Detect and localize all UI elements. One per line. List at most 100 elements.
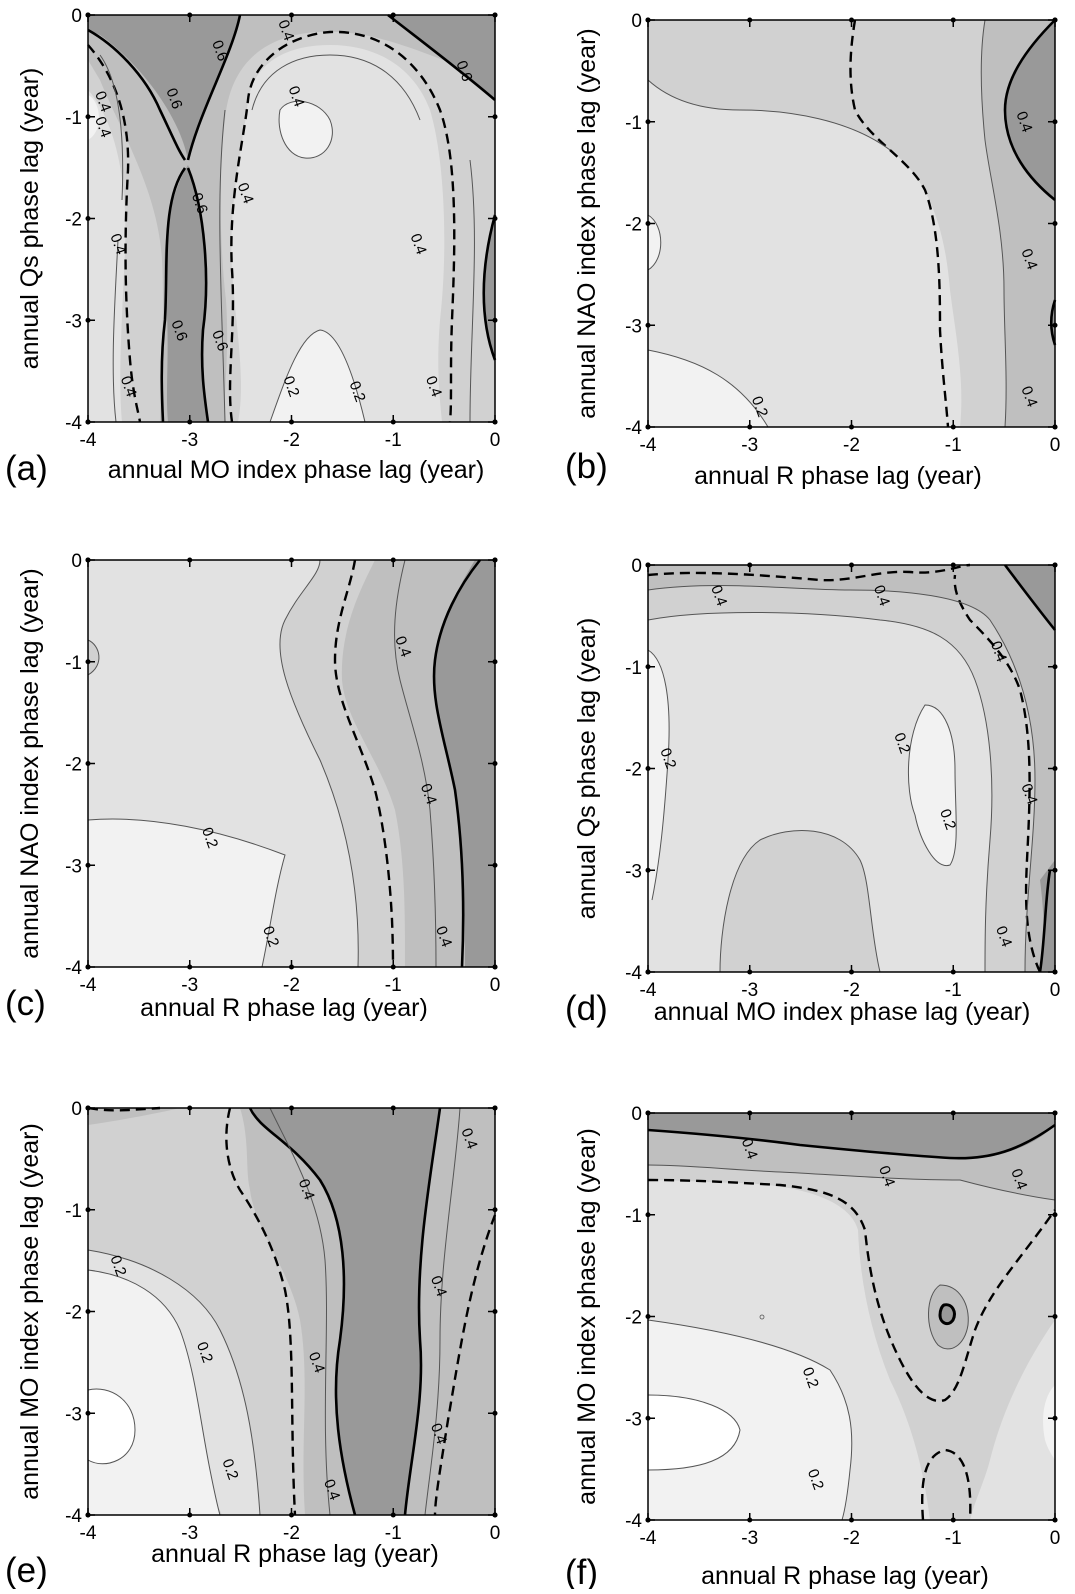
contour-label: 0.6 — [162, 86, 185, 111]
tick-dot — [492, 862, 498, 868]
tick-dot — [85, 557, 91, 563]
contour-label: 0.4 — [1018, 247, 1041, 272]
tick-dot — [289, 557, 294, 563]
tick-dot — [85, 1309, 91, 1314]
tick-dot — [289, 12, 294, 18]
contour-label: 0.2 — [890, 731, 913, 756]
tick-dot — [1052, 322, 1058, 328]
x-tick-label: -3 — [181, 1523, 198, 1544]
tick-dot — [85, 419, 91, 425]
contour-label: 0.4 — [427, 1274, 450, 1299]
y-axis-label: annual NAO index phase lag (year) — [16, 568, 44, 959]
tick-dot — [645, 1110, 651, 1116]
y-tick-label: -4 — [65, 413, 82, 434]
contour-lines-c — [87, 559, 482, 968]
tick-dot — [645, 1517, 651, 1523]
tick-dot — [492, 1105, 498, 1111]
chart-marks-c: -4 -3 -2 -1 0 -4 -3 -2 -1 0 annual R phase lag (ye… — [5, 551, 500, 1023]
x-tick-label: -1 — [385, 430, 402, 451]
panel-label: (c) — [5, 984, 46, 1023]
contour-label: 0.4 — [91, 114, 114, 139]
contour-label: 0.2 — [748, 394, 771, 419]
chart-c: -4 -3 -2 -1 0 -4 -3 -2 -1 0 annual R phase lag (ye… — [5, 551, 500, 1023]
tick-dot — [187, 1105, 193, 1111]
tick-dot — [950, 1110, 956, 1116]
tick-dot — [492, 317, 498, 323]
tick-dot — [950, 969, 956, 975]
tick-dot — [492, 1207, 498, 1213]
tick-dot — [289, 419, 294, 425]
x-tick-label: 0 — [490, 1523, 501, 1544]
tick-dot — [1052, 1110, 1058, 1116]
contour-label: 0.4 — [305, 1350, 328, 1375]
contour-label: 0.4 — [234, 181, 257, 206]
tick-dot — [747, 969, 753, 975]
x-tick-label: -1 — [385, 975, 402, 996]
contour-label: 0.4 — [1018, 384, 1041, 409]
y-tick-label: -2 — [625, 760, 642, 781]
contour-lines-f — [647, 1123, 1056, 1521]
contour-label: 0.4 — [285, 84, 308, 109]
tick-dot — [1052, 1314, 1058, 1319]
tick-dot — [390, 419, 396, 425]
tick-dot — [85, 1105, 91, 1111]
y-tick-label: -2 — [65, 210, 82, 231]
tick-dot — [492, 761, 498, 766]
contour-label: 0.4 — [407, 231, 430, 256]
contour-label: 0.4 — [992, 924, 1015, 949]
tick-dot — [492, 1512, 498, 1518]
chart-marks-e: -4 -3 -2 -1 0 -4 -3 -2 -1 0 annual R phase lag (ye… — [5, 1099, 501, 1590]
y-tick-label: -1 — [625, 658, 642, 679]
y-tick-label: -3 — [65, 1404, 82, 1425]
y-tick-label: -3 — [625, 316, 642, 337]
contour-label: 0.4 — [274, 18, 297, 43]
x-tick-label: 0 — [490, 430, 501, 451]
panel-label: (f) — [565, 1553, 598, 1589]
contour-label: 0.6 — [168, 318, 191, 343]
contour-label: 0.4 — [422, 374, 445, 399]
tick-dot — [645, 1212, 651, 1218]
tick-dot — [1052, 221, 1058, 226]
chart-e: -4 -3 -2 -1 0 -4 -3 -2 -1 0 annual R phase lag (ye… — [5, 1099, 501, 1590]
tick-dot — [85, 964, 91, 970]
tick-dot — [1052, 17, 1058, 23]
y-tick-label: 0 — [71, 551, 82, 572]
tick-dot — [849, 17, 854, 23]
contour-label: 0.2 — [193, 1340, 216, 1365]
chart-f: -4 -3 -2 -1 0 -4 -3 -2 -1 0 annual R phase lag (ye… — [565, 1104, 1060, 1592]
tick-dot — [187, 1512, 193, 1518]
y-tick-label: -4 — [625, 963, 642, 984]
y-tick-label: -2 — [625, 215, 642, 236]
y-tick-label: -1 — [625, 1206, 642, 1227]
tick-dot — [85, 317, 91, 323]
x-tick-label: 0 — [1050, 435, 1061, 456]
tick-dot — [1052, 119, 1058, 125]
y-tick-label: -3 — [65, 311, 82, 332]
panel-label: (b) — [565, 447, 608, 486]
x-axis-label: annual R phase lag (year) — [151, 1540, 439, 1568]
tick-dot — [747, 562, 753, 568]
contour-lines-b — [647, 19, 1057, 428]
y-tick-label: -1 — [65, 1201, 82, 1222]
tick-dot — [492, 659, 498, 665]
contour-fill-d — [648, 565, 1055, 972]
tick-dot — [85, 114, 91, 120]
tick-dot — [747, 1517, 753, 1523]
contour-label: 0.6 — [208, 328, 231, 353]
x-tick-label: -4 — [80, 1523, 97, 1544]
tick-dot — [85, 1512, 91, 1518]
tick-dot — [492, 12, 498, 18]
x-axis-label: annual MO index phase lag (year) — [654, 998, 1031, 1026]
x-tick-label: -4 — [640, 435, 657, 456]
contour-label: 0.6 — [452, 58, 475, 83]
y-tick-label: -3 — [65, 856, 82, 877]
x-tick-label: -2 — [843, 435, 860, 456]
contour-fill-c — [88, 560, 495, 967]
contour-label: 0.4 — [1007, 1167, 1030, 1192]
contour-label: 0.2 — [936, 807, 959, 832]
tick-dot — [85, 862, 91, 868]
x-tick-label: 0 — [490, 975, 501, 996]
contour-lines-e — [87, 1106, 497, 1516]
tick-dot — [85, 12, 91, 18]
